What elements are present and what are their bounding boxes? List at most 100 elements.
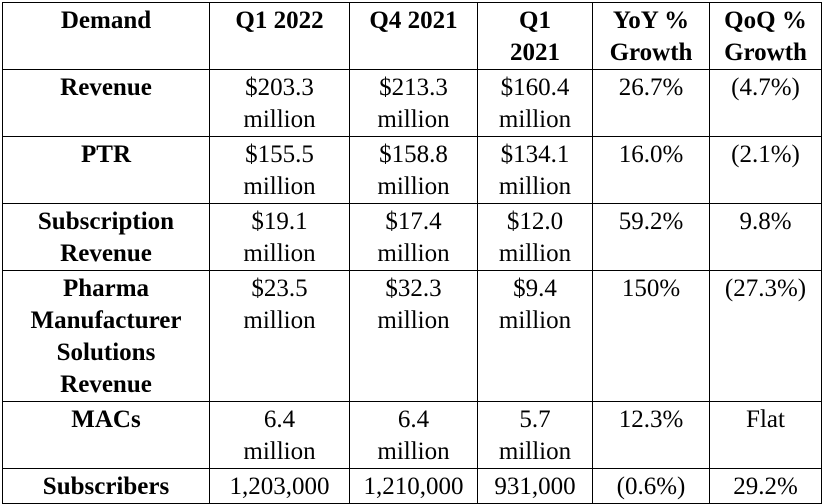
cell-q1-2022: $155.5 million — [209, 136, 350, 204]
cell-unit: million — [377, 106, 450, 133]
header-q1-2021-line2: 2021 — [510, 39, 560, 66]
cell-value: 1,210,000 — [363, 473, 464, 500]
cell-value: $9.4 — [513, 275, 557, 302]
cell-unit: million — [243, 240, 316, 267]
row-label-line: Revenue — [60, 240, 152, 267]
header-yoy-line1: YoY % — [612, 7, 690, 34]
cell-unit: million — [498, 307, 572, 334]
cell-q1-2021: $12.0 million — [477, 203, 593, 271]
table-row: MACs 6.4 million 6.4 million 5.7 million… — [2, 401, 822, 469]
cell-yoy: (0.6%) — [592, 468, 710, 504]
header-yoy-line2: Growth — [609, 39, 693, 66]
cell-value: $17.4 — [385, 208, 442, 235]
cell-unit: million — [243, 173, 316, 200]
cell-q4-2021: $17.4 million — [349, 203, 478, 271]
cell-qoq: 29.2% — [709, 468, 822, 504]
table-row: Subscribers 1,203,000 1,210,000 931,000 … — [2, 468, 822, 504]
row-label-line: Revenue — [60, 371, 152, 398]
cell-yoy: 59.2% — [592, 203, 710, 271]
cell-unit: million — [377, 173, 450, 200]
cell-unit: million — [498, 106, 572, 133]
cell-value: $213.3 — [379, 74, 448, 101]
cell-q1-2022: $203.3 million — [209, 69, 350, 137]
row-label-subscription-revenue: Subscription Revenue — [2, 203, 210, 271]
cell-value: $160.4 — [500, 74, 570, 101]
cell-unit: million — [243, 438, 316, 465]
cell-unit: million — [498, 173, 572, 200]
row-label-line: Solutions — [56, 339, 156, 366]
row-label-line: Pharma — [62, 275, 150, 302]
header-row: Demand Q1 2022 Q4 2021 Q1 2021 YoY % Gro… — [2, 2, 822, 70]
table-header: Demand Q1 2022 Q4 2021 Q1 2021 YoY % Gro… — [2, 2, 822, 70]
cell-value: $158.8 — [379, 141, 448, 168]
header-qoq-growth: QoQ % Growth — [709, 2, 822, 70]
cell-q4-2021: 6.4 million — [349, 401, 478, 469]
cell-q1-2021: 931,000 — [477, 468, 593, 504]
cell-q1-2021: $9.4 million — [477, 270, 593, 402]
cell-value: $19.1 — [251, 208, 308, 235]
cell-q4-2021: 1,210,000 — [349, 468, 478, 504]
cell-unit: million — [243, 307, 316, 334]
row-label-macs: MACs — [2, 401, 210, 469]
cell-q4-2021: $213.3 million — [349, 69, 478, 137]
row-label-ptr: PTR — [2, 136, 210, 204]
cell-qoq: 9.8% — [709, 203, 822, 271]
table-body: Revenue $203.3 million $213.3 million $1… — [2, 69, 822, 504]
cell-value: $12.0 — [506, 208, 564, 235]
cell-unit: million — [243, 106, 316, 133]
cell-value: 6.4 — [397, 406, 430, 433]
header-qoq-line1: QoQ % — [724, 7, 807, 34]
cell-qoq: (4.7%) — [709, 69, 822, 137]
row-label-line: PTR — [81, 141, 131, 168]
table-row: Revenue $203.3 million $213.3 million $1… — [2, 69, 822, 137]
cell-yoy: 26.7% — [592, 69, 710, 137]
cell-q1-2021: 5.7 million — [477, 401, 593, 469]
cell-unit: million — [377, 307, 450, 334]
cell-q4-2021: $32.3 million — [349, 270, 478, 402]
cell-value: 1,203,000 — [229, 473, 330, 500]
cell-qoq: (27.3%) — [709, 270, 822, 402]
row-label-revenue: Revenue — [2, 69, 210, 137]
header-q1-2022: Q1 2022 — [209, 2, 350, 70]
header-qoq-line2: Growth — [724, 39, 807, 66]
cell-qoq: (2.1%) — [709, 136, 822, 204]
cell-q1-2022: $19.1 million — [209, 203, 350, 271]
cell-unit: million — [498, 240, 572, 267]
row-label-line: Subscribers — [42, 473, 170, 500]
cell-q1-2022: 6.4 million — [209, 401, 350, 469]
cell-yoy: 12.3% — [592, 401, 710, 469]
cell-value: 6.4 — [263, 406, 296, 433]
row-label-pharma-manufacturer-solutions-revenue: Pharma Manufacturer Solutions Revenue — [2, 270, 210, 402]
cell-value: 5.7 — [519, 406, 551, 433]
cell-q1-2022: 1,203,000 — [209, 468, 350, 504]
cell-yoy: 16.0% — [592, 136, 710, 204]
row-label-line: Manufacturer — [30, 307, 182, 334]
row-label-line: Subscription — [37, 208, 175, 235]
row-label-line: Revenue — [60, 74, 152, 101]
cell-unit: million — [377, 240, 450, 267]
cell-value: $134.1 — [500, 141, 570, 168]
header-demand: Demand — [2, 2, 210, 70]
row-label-subscribers: Subscribers — [2, 468, 210, 504]
table-row: Pharma Manufacturer Solutions Revenue $2… — [2, 270, 822, 402]
table-row: PTR $155.5 million $158.8 million $134.1… — [2, 136, 822, 204]
table-row: Subscription Revenue $19.1 million $17.4… — [2, 203, 822, 271]
cell-value: 931,000 — [494, 473, 576, 500]
header-q4-2021: Q4 2021 — [349, 2, 478, 70]
header-q1-2021: Q1 2021 — [477, 2, 593, 70]
cell-q1-2022: $23.5 million — [209, 270, 350, 402]
row-label-line: MACs — [71, 406, 141, 433]
cell-q4-2021: $158.8 million — [349, 136, 478, 204]
cell-qoq: Flat — [709, 401, 822, 469]
cell-value: $32.3 — [385, 275, 442, 302]
cell-value: $155.5 — [245, 141, 314, 168]
cell-value: $203.3 — [245, 74, 314, 101]
cell-yoy: 150% — [592, 270, 710, 402]
cell-value: $23.5 — [251, 275, 308, 302]
cell-unit: million — [498, 438, 572, 465]
cell-unit: million — [377, 438, 450, 465]
cell-q1-2021: $160.4 million — [477, 69, 593, 137]
header-q1-2021-line1: Q1 — [519, 7, 551, 34]
